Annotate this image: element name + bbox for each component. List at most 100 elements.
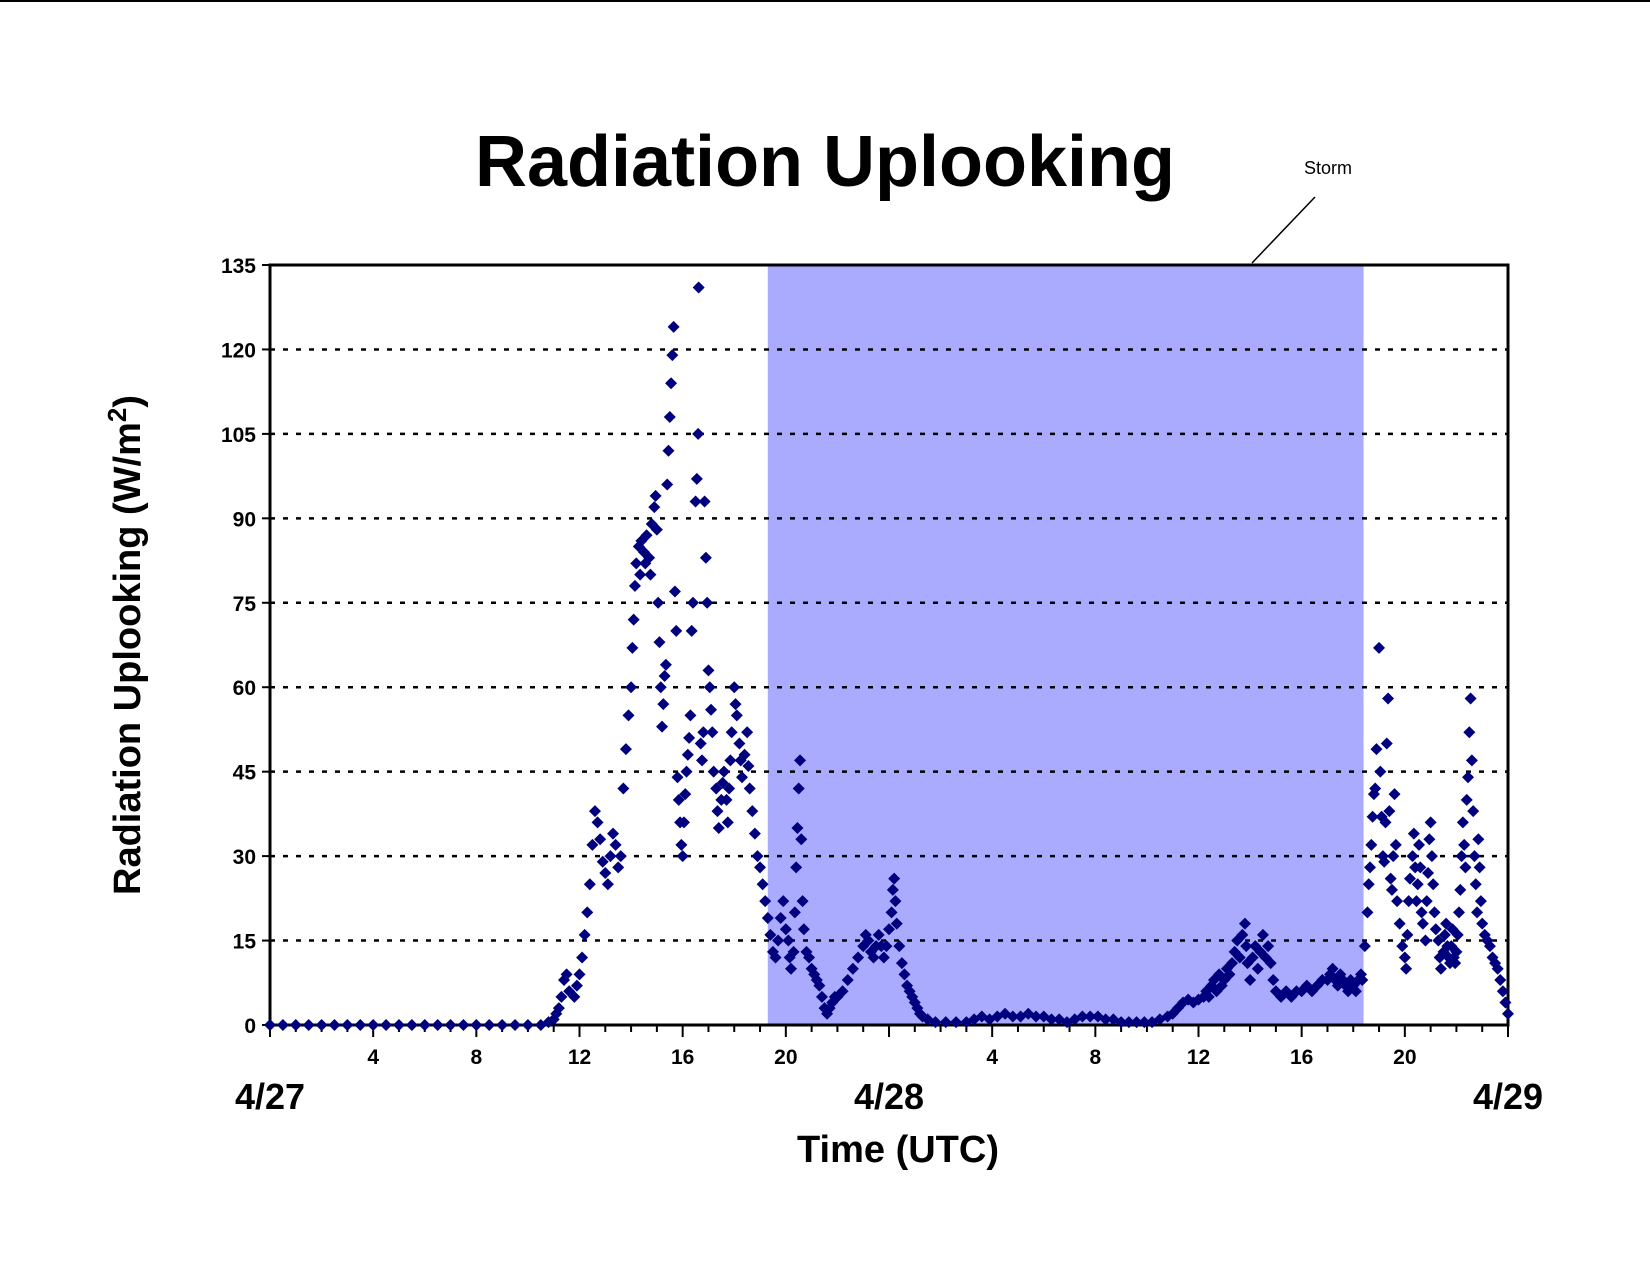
data-point [630,557,643,570]
data-point [1369,782,1382,795]
data-point [380,1019,393,1031]
data-point [1413,838,1426,851]
data-point [1462,771,1475,784]
data-point [1419,934,1432,947]
data-point [1440,917,1453,930]
data-point [667,320,680,333]
data-point [470,1019,483,1031]
data-point [653,636,666,649]
y-tick-label: 90 [233,508,256,531]
data-point [885,906,898,919]
data-point [1370,743,1383,756]
data-point [659,658,672,671]
data-points [264,281,1514,1031]
data-point [1202,990,1215,1003]
data-point [1473,861,1486,874]
data-point [1458,838,1471,851]
data-point [1006,1010,1019,1023]
data-point [1391,895,1404,908]
data-point [1451,928,1464,941]
data-point [683,731,696,744]
data-point [1455,850,1468,863]
data-point [756,878,769,891]
data-point [721,816,734,829]
x-tick-label: 12 [568,1046,591,1069]
data-point [1476,917,1489,930]
data-point [628,579,641,592]
data-point [1420,895,1433,908]
data-point [1373,641,1386,654]
data-point [707,765,720,778]
data-point [604,850,617,863]
data-point [1238,917,1251,930]
data-point [648,501,661,514]
data-point [1393,917,1406,930]
data-point [696,754,709,767]
data-point [1415,906,1428,919]
data-point [787,945,800,958]
data-point [1471,906,1484,919]
data-point [836,985,849,998]
data-point [457,1019,470,1031]
data-point [650,523,663,536]
data-point [594,833,607,846]
data-point [1429,923,1442,936]
data-point [1387,850,1400,863]
data-point [1233,951,1246,964]
data-point [672,793,685,806]
data-point [661,478,674,491]
data-point [883,923,895,936]
data-point [701,596,714,609]
x-tick-label: 12 [1187,1046,1210,1069]
data-point [738,748,751,761]
data-point [591,816,604,829]
data-point [779,923,792,936]
data-point [698,495,711,508]
data-point [1400,962,1413,975]
data-point [1389,838,1402,851]
data-point [1365,838,1378,851]
data-point [867,951,880,964]
data-point [665,377,678,390]
data-point [521,1019,534,1031]
data-point [315,1019,328,1031]
data-point [888,872,901,885]
data-point [777,895,790,908]
data-point [699,551,712,564]
y-axis-ticks: 0 15 30 45 60 75 90 105 120 135 [221,255,270,1038]
data-point [815,990,828,1003]
data-point [619,743,632,756]
data-point [1226,957,1239,970]
data-point [1403,872,1416,885]
data-point [880,940,893,953]
data-point [710,782,723,795]
data-point [1396,940,1409,953]
data-point [735,771,748,784]
data-point [1474,895,1487,908]
data-point [1223,968,1236,981]
data-point [1423,833,1436,846]
data-point [652,596,665,609]
data-point [761,912,774,925]
data-point [1267,973,1280,986]
data-point [717,765,730,778]
data-point [741,726,754,739]
data-point [782,934,795,947]
data-point [792,782,805,795]
y-axis-label-main: Radiation Uplooking (W/m [107,422,149,895]
data-point [689,495,702,508]
y-tick-label: 30 [233,846,256,869]
data-point [797,923,810,936]
data-point [662,444,675,457]
data-point [586,838,599,851]
data-point [705,703,718,716]
data-point [599,867,612,879]
data-point [1454,883,1467,896]
x-tick-label: 20 [1393,1046,1416,1069]
data-point [846,962,859,975]
data-point [769,951,782,964]
data-point [677,816,690,829]
data-point [626,641,639,654]
data-point [649,489,662,502]
y-axis-label-close: ) [107,395,149,408]
